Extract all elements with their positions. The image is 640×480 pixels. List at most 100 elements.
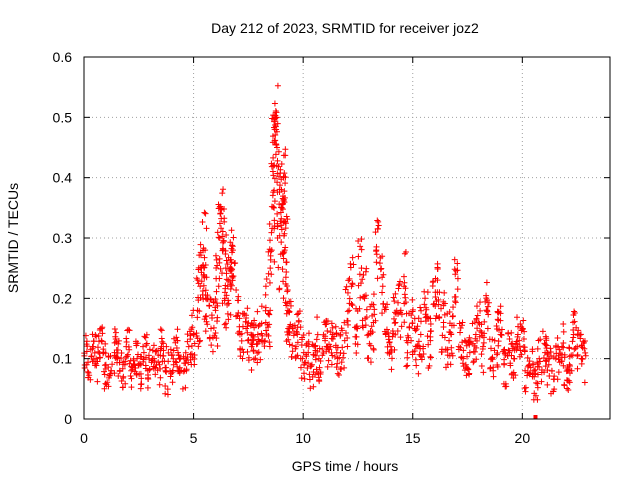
data-point — [335, 371, 342, 378]
data-point — [284, 216, 291, 223]
data-point — [554, 376, 561, 383]
data-point — [148, 357, 155, 364]
data-point — [566, 370, 573, 377]
data-point — [217, 205, 224, 212]
data-point — [401, 250, 408, 257]
data-point — [449, 313, 456, 320]
data-point — [577, 331, 584, 338]
data-point — [194, 335, 201, 342]
data-point — [359, 276, 366, 283]
data-point — [218, 225, 225, 232]
data-point — [374, 225, 381, 232]
data-point — [124, 327, 131, 334]
data-point — [404, 349, 411, 356]
data-point — [440, 298, 447, 305]
data-point — [264, 321, 271, 328]
data-point — [391, 298, 398, 305]
data-point — [541, 369, 548, 376]
data-point — [229, 247, 236, 254]
data-point — [493, 322, 500, 329]
data-point — [143, 340, 150, 347]
data-point — [491, 347, 498, 354]
data-point — [362, 268, 369, 275]
data-point — [199, 288, 206, 295]
data-point — [557, 350, 564, 357]
data-point — [142, 334, 149, 341]
data-point — [349, 280, 356, 287]
data-point — [213, 265, 220, 272]
data-point — [270, 154, 277, 161]
data-point — [451, 256, 458, 263]
data-point — [413, 362, 420, 369]
data-point — [123, 354, 130, 361]
data-point — [328, 349, 335, 356]
data-point — [514, 341, 521, 348]
data-point — [174, 363, 181, 370]
data-point — [403, 363, 410, 370]
data-point — [417, 304, 424, 311]
data-point — [202, 247, 209, 254]
data-point — [101, 362, 108, 369]
data-point — [460, 355, 467, 362]
data-point — [489, 356, 496, 363]
data-point — [440, 324, 447, 331]
data-point — [495, 317, 502, 324]
data-point — [174, 337, 181, 344]
data-point — [212, 252, 219, 259]
data-point — [439, 332, 446, 339]
data-point — [266, 237, 273, 244]
data-point — [266, 311, 273, 318]
data-point — [173, 359, 180, 366]
data-point — [381, 328, 388, 335]
data-point — [337, 349, 344, 356]
data-point — [92, 331, 99, 338]
data-point — [424, 333, 431, 340]
data-point — [531, 390, 538, 397]
data-point — [98, 337, 105, 344]
x-tick-label: 5 — [190, 430, 198, 446]
data-point — [250, 356, 257, 363]
data-point — [514, 333, 521, 340]
data-point — [376, 260, 383, 267]
data-point — [473, 316, 480, 323]
data-point — [266, 220, 273, 227]
data-point — [565, 367, 572, 374]
data-point — [466, 349, 473, 356]
data-point — [364, 355, 371, 362]
data-point — [517, 321, 524, 328]
data-point — [451, 294, 458, 301]
data-point — [521, 344, 528, 351]
data-point — [224, 310, 231, 317]
data-point — [182, 349, 189, 356]
data-point — [163, 343, 170, 350]
data-point — [115, 337, 122, 344]
data-point — [395, 299, 402, 306]
data-point — [418, 356, 425, 363]
data-point — [352, 333, 359, 340]
data-point — [355, 253, 362, 260]
data-point — [533, 379, 540, 386]
data-point — [355, 238, 362, 245]
data-point — [272, 137, 279, 144]
data-point — [575, 327, 582, 334]
data-point — [254, 340, 261, 347]
data-point — [404, 339, 411, 346]
data-point — [180, 368, 187, 375]
data-point — [259, 338, 266, 345]
data-point — [242, 318, 249, 325]
data-point — [480, 339, 487, 346]
data-point — [547, 349, 554, 356]
data-point — [574, 365, 581, 372]
data-point — [334, 360, 341, 367]
data-point — [567, 362, 574, 369]
data-point — [538, 378, 545, 385]
data-point — [227, 256, 234, 263]
data-point — [580, 338, 587, 345]
data-point — [84, 368, 91, 375]
data-point — [427, 354, 434, 361]
data-point — [377, 266, 384, 273]
data-point — [273, 128, 280, 135]
data-point — [362, 322, 369, 329]
data-point — [570, 311, 577, 318]
data-point — [108, 367, 115, 374]
